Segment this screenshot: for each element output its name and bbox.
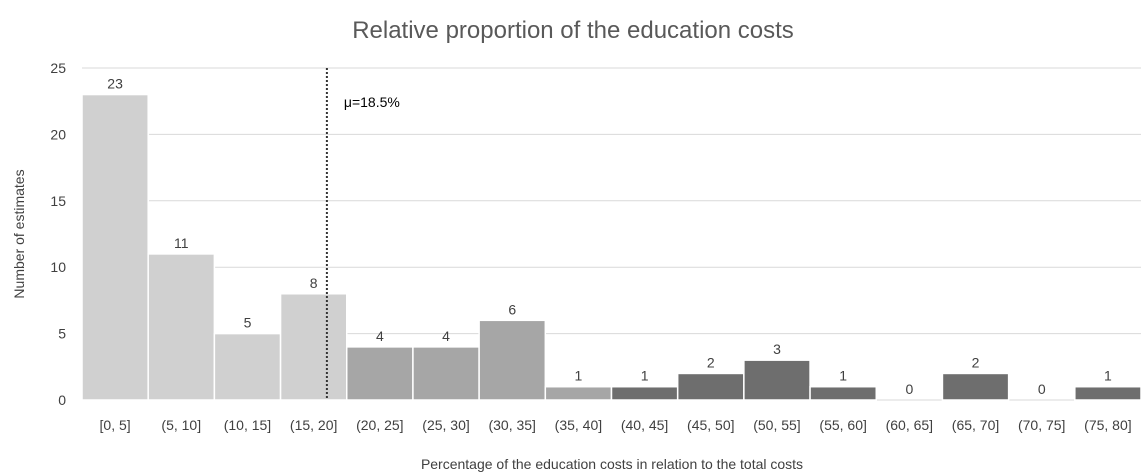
x-tick-label: (40, 45] xyxy=(621,417,668,433)
data-label: 4 xyxy=(442,328,450,344)
x-tick-label: (45, 50] xyxy=(687,417,734,433)
bar xyxy=(1074,385,1142,401)
data-label: 1 xyxy=(839,368,847,384)
data-label: 8 xyxy=(310,275,318,291)
x-tick-label: (50, 55] xyxy=(753,417,800,433)
x-axis-ticks: [0, 5] (5, 10] (10, 15] (15, 20] (20, 25] (25… xyxy=(100,417,1132,433)
data-label: 2 xyxy=(707,354,715,370)
y-axis-ticks: 0 5 10 15 20 25 xyxy=(50,60,66,408)
bar xyxy=(544,385,613,401)
bar xyxy=(81,93,149,401)
data-label: 11 xyxy=(174,235,189,251)
x-tick-label: (25, 30] xyxy=(422,417,469,433)
chart-title: Relative proportion of the education cos… xyxy=(352,17,794,44)
bar xyxy=(147,253,216,401)
y-tick-label: 15 xyxy=(50,193,66,209)
x-tick-label: (15, 20] xyxy=(290,417,337,433)
bar xyxy=(412,346,480,401)
data-label: 23 xyxy=(107,76,123,92)
x-tick-label: (5, 10] xyxy=(161,417,201,433)
y-tick-label: 25 xyxy=(50,60,66,76)
x-tick-label: (10, 15] xyxy=(224,417,271,433)
bars xyxy=(81,93,1142,401)
data-label: 1 xyxy=(1104,368,1112,384)
bar xyxy=(279,293,348,401)
data-label: 4 xyxy=(376,328,384,344)
y-tick-label: 5 xyxy=(58,326,66,342)
bar xyxy=(743,359,811,401)
x-tick-label: (35, 40] xyxy=(555,417,602,433)
x-axis-title: Percentage of the education costs in rel… xyxy=(421,456,803,472)
bar xyxy=(478,319,547,401)
x-tick-label: (60, 65] xyxy=(886,417,933,433)
bar xyxy=(346,346,414,401)
data-label: 0 xyxy=(905,381,913,397)
y-axis-title: Number of estimates xyxy=(11,169,27,298)
x-tick-label: (20, 25] xyxy=(356,417,403,433)
data-label: 0 xyxy=(1038,381,1046,397)
data-label: 1 xyxy=(641,368,649,384)
x-tick-label: (70, 75] xyxy=(1018,417,1065,433)
y-tick-label: 0 xyxy=(58,392,66,408)
data-label: 6 xyxy=(508,301,516,317)
x-tick-label: (75, 80] xyxy=(1084,417,1131,433)
data-label: 1 xyxy=(575,368,583,384)
bar xyxy=(941,372,1010,401)
y-tick-label: 10 xyxy=(50,259,66,275)
mean-reference: μ=18.5% xyxy=(325,68,400,400)
mean-label: μ=18.5% xyxy=(344,94,400,110)
x-tick-label: [0, 5] xyxy=(100,417,131,433)
x-tick-label: (30, 35] xyxy=(488,417,535,433)
data-label: 2 xyxy=(972,354,980,370)
data-label: 3 xyxy=(773,341,781,357)
bar xyxy=(213,332,282,401)
x-tick-label: (65, 70] xyxy=(952,417,999,433)
bar xyxy=(610,385,679,401)
bar xyxy=(809,385,877,401)
bar xyxy=(676,372,745,401)
y-tick-label: 20 xyxy=(50,126,66,142)
data-label: 5 xyxy=(244,315,252,331)
x-tick-label: (55, 60] xyxy=(819,417,866,433)
